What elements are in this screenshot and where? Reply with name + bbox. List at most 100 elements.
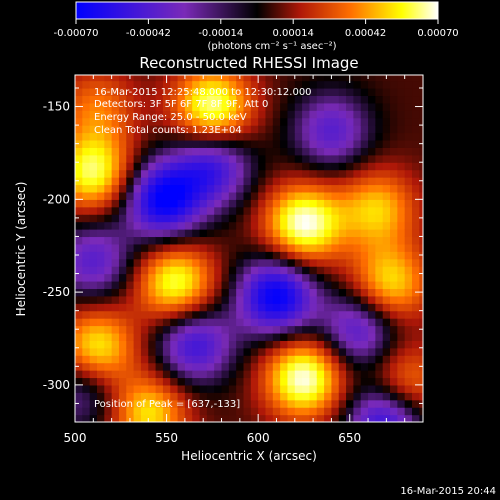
heatmap-cell xyxy=(302,362,311,371)
heatmap-cell xyxy=(258,243,267,252)
heatmap-cell xyxy=(390,162,398,171)
heatmap-cell xyxy=(206,177,215,186)
heatmap-cell xyxy=(353,75,362,82)
heatmap-cell xyxy=(118,95,127,104)
heatmap-cell xyxy=(316,75,325,82)
heatmap-cell xyxy=(287,221,296,230)
heatmap-cell xyxy=(214,132,223,141)
heatmap-cell xyxy=(104,384,113,393)
heatmap-cell xyxy=(360,110,369,119)
heatmap-cell xyxy=(118,332,127,341)
heatmap-cell xyxy=(243,377,252,386)
heatmap-cell xyxy=(287,332,296,341)
heatmap-cell xyxy=(419,147,423,156)
heatmap-cell xyxy=(316,377,325,386)
heatmap-cell xyxy=(236,184,245,193)
heatmap-cell xyxy=(368,80,376,89)
heatmap-cell xyxy=(133,310,142,319)
heatmap-cell xyxy=(368,347,376,356)
heatmap-cell xyxy=(316,258,325,267)
heatmap-cell xyxy=(82,347,91,356)
heatmap-cell xyxy=(280,177,289,186)
heatmap-cell xyxy=(265,258,274,267)
heatmap-cell xyxy=(280,377,289,386)
heatmap-cell xyxy=(375,258,384,267)
heatmap-cell xyxy=(272,221,281,230)
heatmap-cell xyxy=(155,280,164,289)
heatmap-cell xyxy=(170,392,179,401)
heatmap-cell xyxy=(375,162,384,171)
heatmap-cell xyxy=(192,362,201,371)
heatmap-cell xyxy=(368,191,376,200)
heatmap-cell xyxy=(206,303,215,312)
heatmap-cell xyxy=(184,117,193,126)
heatmap-cell xyxy=(221,80,230,89)
heatmap-cell xyxy=(96,117,105,126)
heatmap-cell xyxy=(360,154,369,163)
heatmap-cell xyxy=(258,251,267,260)
heatmap-cell xyxy=(309,221,318,230)
heatmap-cell xyxy=(294,295,303,304)
heatmap-cell xyxy=(177,80,186,89)
heatmap-cell xyxy=(155,162,164,171)
heatmap-cell xyxy=(302,332,311,341)
heatmap-cell xyxy=(89,169,98,178)
heatmap-cell xyxy=(75,117,83,126)
heatmap-cell xyxy=(346,303,354,312)
heatmap-cell xyxy=(324,332,333,341)
heatmap-cell xyxy=(140,370,149,379)
heatmap-cell xyxy=(272,87,281,97)
heatmap-cell xyxy=(331,362,340,371)
heatmap-cell xyxy=(170,110,179,119)
heatmap-cell xyxy=(353,125,362,134)
heatmap-cell xyxy=(338,139,347,148)
heatmap-cell xyxy=(184,214,193,223)
heatmap-cell xyxy=(214,251,223,260)
heatmap-cell xyxy=(316,199,325,208)
heatmap-cell xyxy=(214,80,223,89)
heatmap-cell xyxy=(404,229,413,238)
heatmap-cell xyxy=(272,102,281,111)
heatmap-cell xyxy=(375,355,384,364)
heatmap-cell xyxy=(316,132,325,141)
y-tick-label: -200 xyxy=(43,192,70,206)
heatmap-cell xyxy=(258,169,267,178)
heatmap-cell xyxy=(155,399,164,408)
heatmap-cell xyxy=(111,75,120,82)
heatmap-cell xyxy=(324,318,333,327)
heatmap-cell xyxy=(140,199,149,208)
heatmap-cell xyxy=(346,340,354,349)
heatmap-cell xyxy=(258,325,267,334)
heatmap-cell xyxy=(324,251,333,260)
heatmap-cell xyxy=(155,75,164,82)
heatmap-cell xyxy=(360,295,369,304)
heatmap-cell xyxy=(331,251,340,260)
heatmap-cell xyxy=(75,206,83,215)
heatmap-cell xyxy=(243,251,252,260)
heatmap-cell xyxy=(104,191,113,200)
colorbar-tick-label: 0.00042 xyxy=(345,28,386,39)
heatmap-cell xyxy=(155,251,164,260)
heatmap-cell xyxy=(309,177,318,186)
heatmap-cell xyxy=(184,177,193,186)
heatmap-cell xyxy=(294,392,303,401)
heatmap-cell xyxy=(104,377,113,386)
heatmap-cell xyxy=(412,384,420,393)
heatmap-cell xyxy=(177,177,186,186)
heatmap-cell xyxy=(221,102,230,111)
heatmap-cell xyxy=(184,95,193,104)
heatmap-cell xyxy=(221,191,230,200)
heatmap-cell xyxy=(280,384,289,393)
heatmap-cell xyxy=(250,384,259,393)
heatmap-cell xyxy=(155,199,164,208)
heatmap-cell xyxy=(287,340,296,349)
heatmap-cell xyxy=(89,355,98,364)
heatmap-cell xyxy=(111,288,120,297)
heatmap-cell xyxy=(360,288,369,297)
heatmap-cell xyxy=(96,139,105,148)
heatmap-cell xyxy=(382,110,391,119)
heatmap-cell xyxy=(140,75,149,82)
heatmap-cell xyxy=(360,162,369,171)
heatmap-cell xyxy=(331,169,340,178)
heatmap-cell xyxy=(126,184,135,193)
